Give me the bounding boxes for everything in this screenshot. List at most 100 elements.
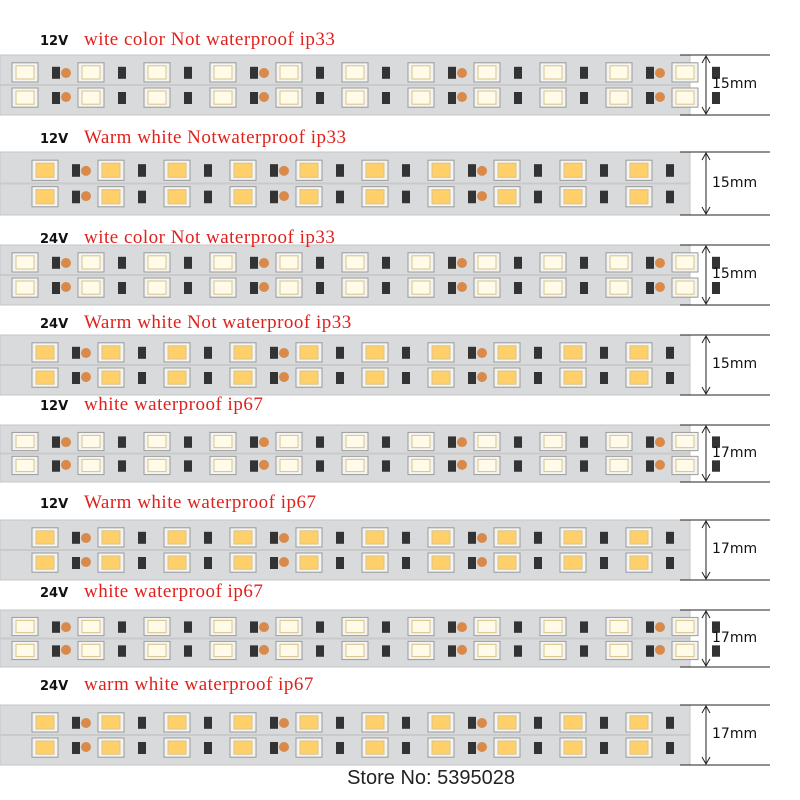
resistor <box>316 645 324 657</box>
resistor <box>600 742 608 754</box>
resistor <box>72 716 80 729</box>
resistor <box>402 716 410 729</box>
led-chip <box>81 434 101 449</box>
led-chip <box>101 370 121 385</box>
led-chip <box>431 162 451 178</box>
resistor <box>250 436 258 448</box>
led-chip <box>233 555 253 570</box>
solder-pad <box>477 742 487 752</box>
led-chip <box>411 643 431 658</box>
led-chip <box>299 189 319 205</box>
led-chip <box>147 65 167 80</box>
led-chip <box>497 345 517 360</box>
led-chip <box>675 458 695 473</box>
resistor <box>666 190 674 204</box>
width-label: 15mm <box>712 174 758 191</box>
resistor <box>580 621 588 633</box>
resistor <box>712 256 720 269</box>
resistor <box>316 66 324 79</box>
resistor <box>184 92 192 104</box>
resistor <box>204 164 212 177</box>
resistor <box>580 282 588 294</box>
led-chip <box>411 619 431 634</box>
resistor <box>646 621 654 633</box>
arrow-head <box>701 334 711 344</box>
resistor <box>336 531 344 544</box>
led-chip <box>629 555 649 570</box>
resistor <box>316 621 324 633</box>
led-chip <box>543 65 563 80</box>
resistor <box>514 66 522 79</box>
solder-pad <box>477 557 487 567</box>
led-chip <box>563 162 583 178</box>
resistor <box>448 645 456 657</box>
led-chip <box>147 280 167 295</box>
resistor <box>72 557 80 569</box>
resistor <box>250 621 258 633</box>
led-chip <box>213 643 233 658</box>
resistor <box>580 66 588 79</box>
led-chip <box>81 255 101 270</box>
led-chip <box>101 530 121 545</box>
led-chip <box>411 65 431 80</box>
resistor <box>448 92 456 104</box>
resistor <box>580 256 588 269</box>
solder-pad <box>279 165 289 176</box>
resistor <box>666 531 674 544</box>
resistor <box>534 742 542 754</box>
resistor <box>514 621 522 633</box>
resistor <box>382 92 390 104</box>
resistor <box>666 164 674 177</box>
solder-pad <box>457 622 467 633</box>
resistor <box>72 372 80 384</box>
solder-pad <box>655 622 665 633</box>
resistor <box>270 164 278 177</box>
voltage: 12V <box>40 34 69 49</box>
solder-pad <box>81 742 91 752</box>
led-chip <box>147 458 167 473</box>
led-chip <box>35 162 55 178</box>
resistor <box>448 460 456 472</box>
resistor <box>138 190 146 204</box>
led-chip <box>167 530 187 545</box>
resistor <box>270 716 278 729</box>
solder-pad <box>61 644 71 655</box>
led-chip <box>233 740 253 755</box>
solder-pad <box>81 372 91 382</box>
led-chip <box>81 90 101 105</box>
resistor <box>316 92 324 104</box>
led-chip <box>15 280 35 295</box>
arrow-head <box>701 206 711 216</box>
led-chip <box>147 643 167 658</box>
resistor <box>402 190 410 204</box>
resistor <box>52 66 60 79</box>
led-chip <box>365 162 385 178</box>
resistor <box>646 460 654 472</box>
resistor <box>514 460 522 472</box>
led-chip <box>629 740 649 755</box>
led-chip <box>543 434 563 449</box>
led-chip <box>167 189 187 205</box>
resistor <box>138 164 146 177</box>
solder-pad <box>477 165 487 176</box>
led-chip <box>563 715 583 730</box>
resistor <box>138 346 146 359</box>
resistor <box>336 742 344 754</box>
arrow-head <box>701 519 711 529</box>
width-label: 17mm <box>712 444 758 461</box>
strip-label: Warm white Not waterproof ip33 <box>84 312 352 333</box>
led-chip <box>213 90 233 105</box>
led-chip <box>345 90 365 105</box>
resistor <box>72 190 80 204</box>
resistor <box>336 346 344 359</box>
solder-pad <box>61 68 71 78</box>
arrow-head <box>701 756 711 766</box>
resistor <box>118 460 126 472</box>
led-chip <box>35 715 55 730</box>
led-chip <box>365 555 385 570</box>
led-chip <box>609 255 629 270</box>
resistor <box>712 436 720 448</box>
solder-pad <box>259 459 269 470</box>
resistor <box>514 256 522 269</box>
strip-edge <box>0 549 690 551</box>
